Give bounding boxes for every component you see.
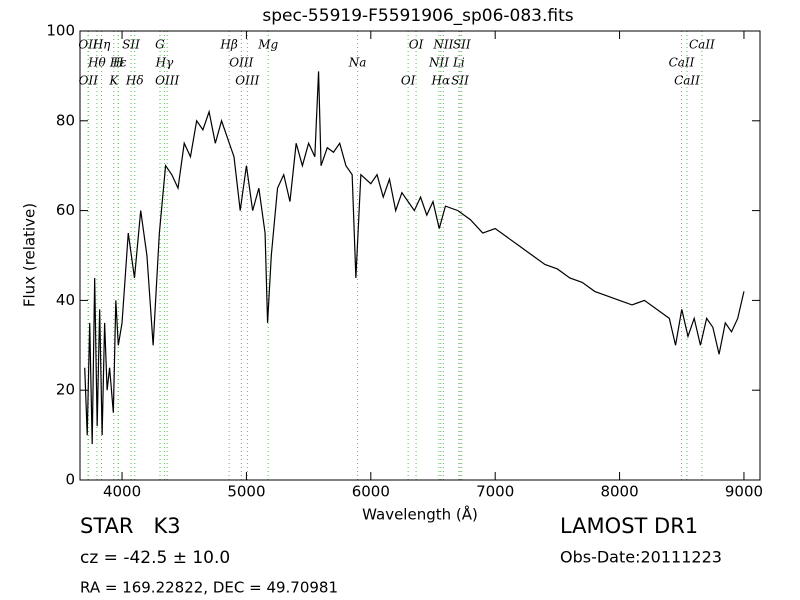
cz-label: cz = -42.5 ± 10.0 — [80, 548, 230, 568]
chart-title: spec-55919-F5591906_sp06-083.fits — [262, 6, 573, 26]
y-tick-label: 0 — [65, 471, 75, 489]
spectral-line-label: OI — [401, 74, 416, 88]
spectral-line-label: Hθ — [87, 56, 106, 70]
spectral-line-label: OII — [79, 74, 99, 88]
coords-label: RA = 169.22822, DEC = 49.70981 — [80, 579, 338, 597]
y-tick-label: 100 — [46, 22, 75, 40]
y-tick-label: 60 — [56, 201, 75, 219]
spectral-line-label: Li — [452, 56, 465, 70]
y-tick-label: 20 — [56, 381, 75, 399]
x-axis-label: Wavelength (Å) — [362, 505, 478, 524]
y-tick-label: 80 — [56, 111, 75, 129]
date-label: Obs-Date:20111223 — [560, 548, 722, 567]
y-axis-label: Flux (relative) — [21, 203, 39, 307]
x-tick-label: 6000 — [352, 483, 390, 501]
plot-frame — [79, 30, 761, 481]
x-tick-label: 7000 — [476, 483, 514, 501]
spectral-line-label: Hδ — [125, 74, 144, 88]
spectral-line-label: Hα — [431, 74, 451, 88]
spectral-line-label: Hβ — [219, 38, 237, 52]
spectrum-line — [84, 71, 745, 445]
spectral-line-label: CaII — [669, 56, 695, 70]
spectral-line-label: K — [108, 74, 119, 88]
spectral-line-label: Na — [348, 56, 367, 70]
spectral-line-label: OII — [78, 38, 98, 52]
spectral-line-label: H — [112, 56, 124, 70]
spectral-line-label: OIII — [235, 74, 259, 88]
spectral-line-label: OI — [409, 38, 424, 52]
spectral-line-label: G — [155, 38, 165, 52]
spectral-line-label: SII — [122, 38, 140, 52]
spectral-line-label: Hη — [92, 38, 111, 52]
spectral-line-label: OIII — [155, 74, 179, 88]
spectral-line-label: Mg — [257, 38, 278, 52]
spectral-line-label: SII — [451, 74, 469, 88]
spectral-line-label: CaII — [674, 74, 700, 88]
y-tick-label: 40 — [56, 291, 75, 309]
x-tick-label: 8000 — [600, 483, 638, 501]
survey-label: LAMOST DR1 — [560, 514, 698, 538]
class-label: STAR K3 — [80, 514, 181, 538]
spectral-line-label: NII — [428, 56, 449, 70]
x-tick-label: 9000 — [725, 483, 763, 501]
spectral-line-label: OIII — [229, 56, 253, 70]
spectral-line-label: Hγ — [155, 56, 174, 70]
spectral-line-label: NII — [432, 38, 453, 52]
x-tick-label: 4000 — [103, 483, 141, 501]
spectral-line-label: CaII — [689, 38, 715, 52]
spectral-line-label: SII — [453, 38, 471, 52]
x-tick-label: 5000 — [227, 483, 265, 501]
